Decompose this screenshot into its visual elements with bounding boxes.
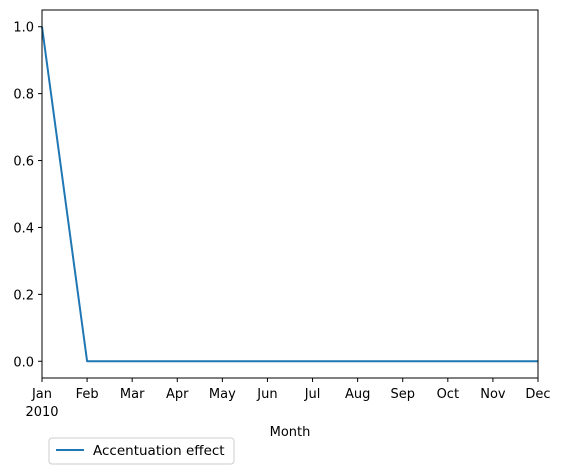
legend-box — [48, 437, 235, 465]
x-year-label: 2010 — [25, 405, 58, 420]
x-tick-label: Aug — [345, 387, 370, 402]
x-tick-label: Oct — [437, 387, 459, 402]
x-tick-label: Dec — [525, 387, 550, 402]
x-tick-label: Sep — [390, 387, 415, 402]
plot-frame — [41, 9, 539, 379]
x-tick-label: Jun — [256, 387, 277, 402]
series-layer — [41, 26, 538, 363]
y-axis-ticks: 0.0 0.2 0.4 0.6 0.8 1.0 — [13, 21, 42, 370]
x-tick-label: Nov — [480, 387, 506, 402]
x-tick-label: Jan — [31, 387, 52, 402]
x-tick-label: Apr — [166, 387, 189, 402]
y-tick-label: 0.2 — [13, 288, 34, 303]
x-axis-label: Month — [270, 425, 311, 440]
x-tick-label: Feb — [76, 387, 99, 402]
x-tick-label: May — [209, 387, 236, 402]
x-tick-label: Jul — [304, 387, 321, 402]
y-tick-label: 0.4 — [13, 221, 34, 236]
y-tick-label: 0.0 — [13, 355, 34, 370]
y-tick-label: 1.0 — [13, 21, 34, 36]
x-axis-ticks: Jan Feb Mar Apr May Jun Jul Aug Sep Oct Nov Dec — [31, 378, 551, 402]
y-tick-label: 0.8 — [13, 88, 34, 103]
series-line — [41, 26, 538, 363]
y-tick-label: 0.6 — [13, 155, 34, 170]
legend: Accentuation effect — [48, 437, 235, 465]
x-tick-label: Mar — [120, 387, 145, 402]
legend-label: Accentuation effect — [93, 443, 225, 459]
